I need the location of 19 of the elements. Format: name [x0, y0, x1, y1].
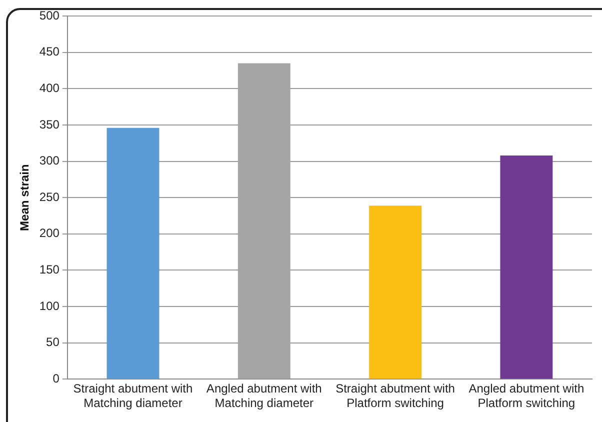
x-tick-label: Angled abutment with Matching diameter [206, 382, 322, 410]
x-tick-label: Angled abutment with Platform switching [468, 382, 584, 410]
y-tick-label: 0 [52, 372, 60, 386]
y-tick-label: 200 [39, 226, 60, 240]
x-tick-label: Straight abutment with Platform switching [336, 382, 455, 410]
y-tick-label: 100 [39, 298, 60, 313]
bar [106, 128, 160, 379]
y-axis-title: Mean strain [18, 164, 32, 231]
y-tick-label: 500 [39, 8, 60, 22]
y-tick-label: 400 [39, 80, 60, 95]
y-tick-label: 350 [39, 117, 60, 132]
y-tick-label: 300 [39, 154, 60, 168]
bar [500, 155, 553, 379]
y-tick-label: 450 [39, 44, 60, 59]
x-tick-label: Straight abutment with Matching diameter [73, 382, 193, 410]
bar [369, 206, 422, 379]
y-tick-label: 50 [46, 335, 60, 350]
y-tick-label: 150 [39, 262, 60, 277]
y-tick-label: 250 [39, 190, 60, 204]
